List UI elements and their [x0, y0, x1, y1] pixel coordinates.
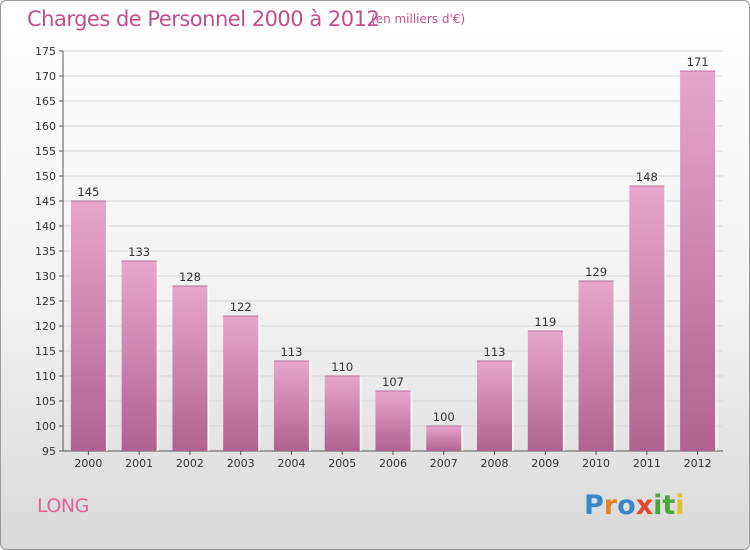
bar-2001 — [121, 261, 157, 451]
x-tick-label-2006: 2006 — [379, 457, 407, 470]
data-label-2005: 110 — [331, 360, 353, 374]
x-tick-label-2008: 2008 — [481, 457, 509, 470]
y-tick-label: 150 — [35, 170, 56, 183]
bar-2009 — [527, 331, 563, 451]
x-tick-label-2003: 2003 — [227, 457, 255, 470]
y-tick-label: 100 — [35, 420, 56, 433]
data-label-2004: 113 — [280, 345, 302, 359]
y-tick-label: 105 — [35, 395, 56, 408]
logo-letter: i — [653, 490, 663, 521]
data-label-2006: 107 — [382, 375, 404, 389]
data-label-2002: 128 — [179, 270, 201, 284]
bar-2008 — [477, 361, 513, 451]
y-tick-label: 125 — [35, 295, 56, 308]
logo-letter: o — [617, 490, 636, 521]
y-tick-label: 120 — [35, 320, 56, 333]
data-label-2007: 100 — [433, 410, 455, 424]
chart-subtitle: (en milliers d'€) — [371, 12, 466, 26]
logo-letter: P — [584, 490, 604, 521]
y-tick-label: 135 — [35, 245, 56, 258]
y-tick-label: 95 — [42, 445, 56, 458]
y-tick-label: 160 — [35, 120, 56, 133]
x-tick-label-2010: 2010 — [582, 457, 610, 470]
y-tick-label: 155 — [35, 145, 56, 158]
y-tick-label: 140 — [35, 220, 56, 233]
chart-title: Charges de Personnel 2000 à 2012 — [27, 7, 380, 31]
bar-2003 — [223, 316, 259, 451]
y-tick-label: 115 — [35, 345, 56, 358]
bar-2002 — [172, 286, 208, 451]
x-tick-label-2000: 2000 — [74, 457, 102, 470]
logo-letter: x — [635, 490, 654, 521]
data-label-2012: 171 — [687, 55, 709, 69]
x-tick-label-2009: 2009 — [531, 457, 559, 470]
bar-2010 — [578, 281, 614, 451]
y-tick-label: 110 — [35, 370, 56, 383]
x-tick-label-2011: 2011 — [633, 457, 661, 470]
data-label-2003: 122 — [230, 300, 252, 314]
bar-2006 — [375, 391, 411, 451]
data-label-2010: 129 — [585, 265, 607, 279]
bar-2000 — [70, 201, 106, 451]
y-tick-label: 145 — [35, 195, 56, 208]
data-label-2000: 145 — [77, 185, 99, 199]
bar-2007 — [426, 426, 462, 451]
y-tick-label: 130 — [35, 270, 56, 283]
data-label-2011: 148 — [636, 170, 658, 184]
y-tick-label: 165 — [35, 95, 56, 108]
x-tick-label-2001: 2001 — [125, 457, 153, 470]
proxiti-logo: Proxiti — [584, 490, 685, 521]
place-name: LONG — [37, 495, 89, 517]
logo-letter: i — [675, 490, 685, 521]
logo-letter: r — [603, 490, 618, 521]
x-tick-label-2002: 2002 — [176, 457, 204, 470]
y-tick-label: 170 — [35, 70, 56, 83]
data-label-2009: 119 — [534, 315, 556, 329]
x-tick-label-2005: 2005 — [328, 457, 356, 470]
y-tick-label: 175 — [35, 45, 56, 58]
logo-letter: t — [662, 490, 676, 521]
bar-2004 — [273, 361, 309, 451]
x-tick-label-2007: 2007 — [430, 457, 458, 470]
bar-2012 — [680, 71, 716, 451]
x-tick-label-2004: 2004 — [277, 457, 305, 470]
x-tick-label-2012: 2012 — [684, 457, 712, 470]
bar-2011 — [629, 186, 665, 451]
data-label-2001: 133 — [128, 245, 150, 259]
data-label-2008: 113 — [484, 345, 506, 359]
bar-2005 — [324, 376, 360, 451]
